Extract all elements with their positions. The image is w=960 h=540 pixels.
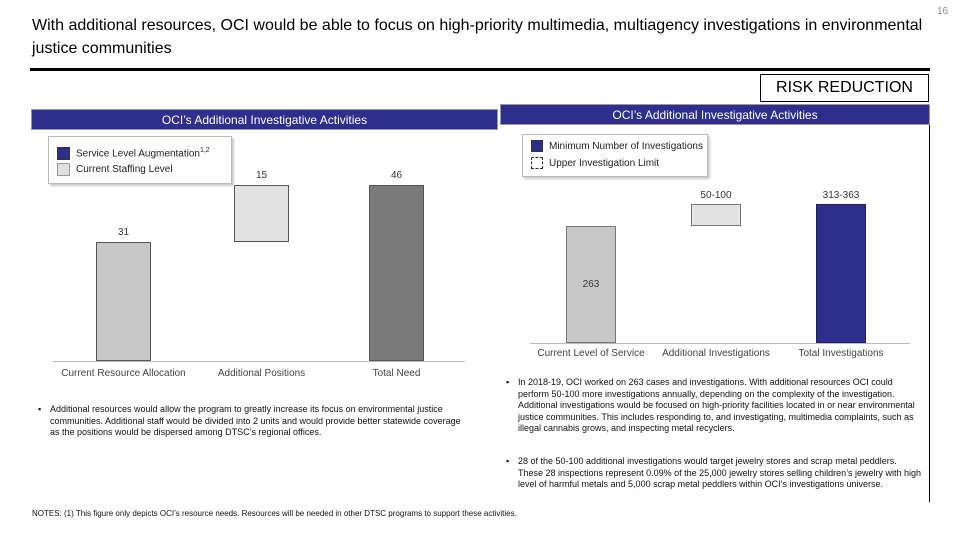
legend-label: Current Staffing Level (76, 164, 173, 176)
legend-label: Minimum Number of Investigations (549, 141, 703, 152)
legend-label: Upper Investigation Limit (549, 158, 660, 169)
slide-title: With additional resources, OCI would be … (32, 17, 923, 57)
category-label: Additional Positions (217, 368, 306, 379)
left-chart-header: OCI’s Additional Investigative Activitie… (31, 109, 498, 130)
bar-0 (96, 242, 151, 361)
left-legend: Service Level Augmentation1,2 Current St… (48, 136, 232, 184)
x-axis (530, 343, 910, 344)
legend-swatch-icon (531, 157, 543, 170)
bullet-text: Additional resources would allow the pro… (50, 404, 461, 437)
right-legend: Minimum Number of Investigations Upper I… (522, 134, 708, 177)
right-bullet-1: ▪ In 2018-19, OCI worked on 263 cases an… (506, 377, 922, 435)
data-label: 46 (390, 170, 403, 181)
notes: NOTES: (1) This figure only depicts OCI’… (32, 509, 517, 518)
right-bullet-2: ▪ 28 of the 50-100 additional investigat… (506, 456, 922, 491)
bar-1 (234, 185, 289, 243)
category-label: Current Resource Allocation (61, 368, 186, 379)
risk-reduction-tag: RISK REDUCTION (760, 74, 929, 102)
bar-2 (816, 204, 866, 343)
category-label: Additional Investigations (662, 348, 770, 359)
legend-item-upper-limit: Upper Investigation Limit (531, 157, 659, 173)
legend-label: Service Level Augmentation (76, 148, 200, 160)
legend-item-current-staffing: Current Staffing Level (57, 163, 173, 179)
left-bullet: ▪ Additional resources would allow the p… (38, 404, 468, 439)
title-rule (30, 68, 930, 71)
legend-superscript: 1,2 (199, 147, 210, 154)
left-bar-chart: 31 Current Resource Allocation 15 Additiona… (31, 130, 498, 385)
legend-swatch-icon (57, 147, 70, 161)
category-label: Total Investigations (798, 348, 884, 359)
right-chart-header: OCI’s Additional Investigative Activitie… (500, 104, 930, 125)
bullet-icon: ▪ (506, 456, 510, 466)
data-label: 15 (255, 170, 268, 181)
bullet-text: 28 of the 50-100 additional investigatio… (518, 456, 922, 489)
page-number: 16 (937, 6, 949, 17)
data-label: 263 (582, 278, 600, 290)
bar-2 (369, 185, 424, 361)
legend-swatch-icon (531, 140, 543, 153)
data-label: 50-100 (700, 190, 732, 202)
bullet-icon: ▪ (38, 404, 42, 414)
right-bar-chart: 263 Current Level of Service 50-100 Additio… (500, 125, 930, 365)
data-label: 31 (117, 227, 130, 239)
bullet-text: In 2018-19, OCI worked on 263 cases and … (518, 377, 915, 433)
legend-swatch-icon (57, 163, 70, 176)
bar-1 (691, 204, 741, 227)
category-label: Total Need (372, 368, 421, 379)
bar-0 (566, 226, 616, 343)
data-label: 313-363 (822, 190, 860, 202)
right-divider (929, 104, 930, 502)
x-axis (53, 361, 465, 362)
bullet-icon: ▪ (506, 377, 510, 387)
legend-item-minimum: Minimum Number of Investigations (531, 140, 703, 156)
legend-item-service-level: Service Level Augmentation1,2 (57, 144, 210, 161)
category-label: Current Level of Service (537, 348, 645, 359)
